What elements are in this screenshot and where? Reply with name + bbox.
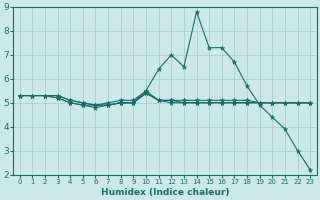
X-axis label: Humidex (Indice chaleur): Humidex (Indice chaleur) xyxy=(101,188,229,197)
